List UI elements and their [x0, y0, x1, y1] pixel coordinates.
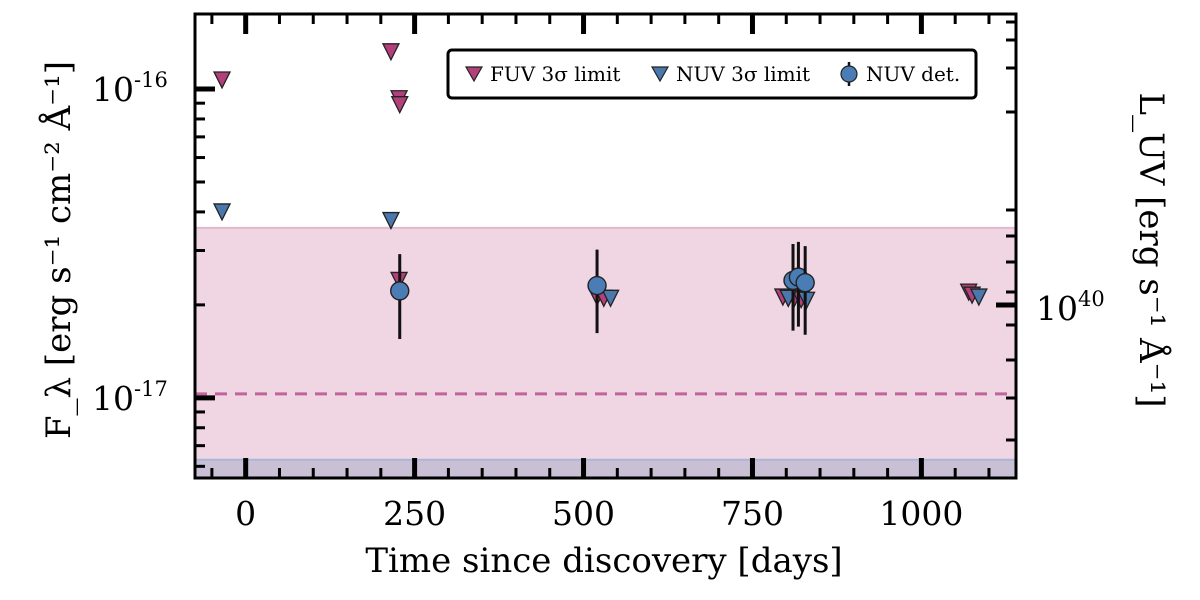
- fuv-3-limit-point-3: [390, 96, 409, 115]
- nuv-3-limit-point-5: [969, 288, 988, 307]
- nuv-det-point-1: [587, 275, 607, 296]
- x-tick-label-0: 0: [235, 494, 256, 533]
- legend-nuv-label: NUV 3σ limit: [676, 62, 810, 86]
- legend-box: [446, 48, 978, 100]
- nuv-3-limit-point-2: [601, 289, 620, 308]
- legend: FUV 3σ limit NUV 3σ limit NUV det.: [446, 48, 978, 100]
- y-axis-right-title: L_UV [erg s⁻¹ Å⁻¹]: [1131, 92, 1172, 407]
- y-tick-label-1: 10-16: [92, 68, 168, 109]
- y-axis-left-title: F_λ [erg s⁻¹ cm⁻² Å⁻¹]: [38, 61, 79, 439]
- legend-nuv-marker: [650, 66, 670, 83]
- shaded-bands: [195, 226, 1016, 478]
- shaded-band-1: [195, 459, 1016, 478]
- x-tick-label-2: 500: [552, 494, 615, 533]
- axis-ticks: [195, 14, 1016, 478]
- x-tick-label-4: 1000: [879, 494, 963, 533]
- legend-fuv-label: FUV 3σ limit: [490, 62, 620, 86]
- plot-frame: [193, 12, 1018, 480]
- tick-labels: 0 250 500 750 1000 10-17 10-16 1040: [92, 68, 1105, 533]
- nuv-det-point-0: [390, 281, 410, 301]
- fuv-3-limit-point-0: [212, 71, 232, 90]
- legend-det-label: NUV det.: [866, 62, 960, 86]
- x-tick-label-3: 750: [721, 494, 784, 533]
- y-tick-label-0: 10-17: [92, 377, 168, 418]
- shaded-band-0: [195, 227, 1016, 478]
- y-right-tick-label: 1040: [1036, 287, 1105, 328]
- fuv-3-limit-point-1: [381, 43, 401, 62]
- legend-fuv-marker: [464, 66, 484, 83]
- nuv-3-limit-point-0: [212, 203, 232, 222]
- data-markers: [212, 43, 988, 340]
- nuv-det-point-4: [795, 272, 815, 293]
- x-axis-title: Time since discovery [days]: [365, 541, 842, 581]
- nuv-3-limit-point-1: [381, 211, 401, 231]
- legend-det-marker: [840, 65, 858, 83]
- x-tick-label-1: 250: [383, 494, 446, 533]
